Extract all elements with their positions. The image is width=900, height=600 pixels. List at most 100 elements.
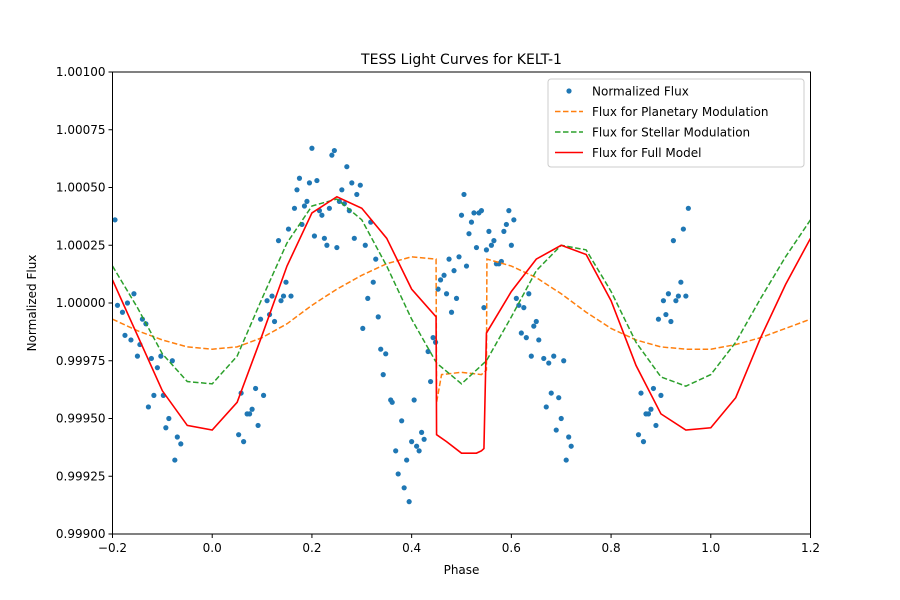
data-point xyxy=(461,191,467,198)
data-point xyxy=(294,187,300,193)
data-point xyxy=(389,399,395,405)
data-point xyxy=(458,212,465,218)
data-point xyxy=(278,298,284,304)
data-point xyxy=(357,182,363,188)
data-point xyxy=(285,226,292,232)
data-point xyxy=(414,443,420,449)
data-point xyxy=(154,365,160,371)
y-tick-label: 1.00050 xyxy=(56,181,106,195)
data-point xyxy=(670,238,676,244)
data-point xyxy=(638,390,644,396)
data-point xyxy=(483,247,490,253)
data-point xyxy=(673,298,679,304)
data-point xyxy=(635,432,642,438)
data-point xyxy=(501,228,507,234)
data-point xyxy=(365,295,371,301)
data-point xyxy=(349,180,355,186)
legend-label: Flux for Full Model xyxy=(592,146,701,160)
data-point xyxy=(443,291,450,297)
data-point xyxy=(383,351,389,357)
data-point xyxy=(521,305,527,311)
series-line-3 xyxy=(112,195,811,454)
data-point xyxy=(430,335,436,341)
data-point xyxy=(655,316,662,322)
data-point xyxy=(275,238,282,244)
data-point xyxy=(488,242,495,248)
data-point xyxy=(373,256,379,262)
data-point xyxy=(640,439,647,445)
data-point xyxy=(441,272,447,278)
x-axis-label: Phase xyxy=(444,563,480,577)
x-tick-label: 0.4 xyxy=(402,541,421,555)
x-tick-label: 0.2 xyxy=(302,541,321,555)
x-tick-label: 0.0 xyxy=(203,541,222,555)
data-point xyxy=(409,439,415,445)
data-point xyxy=(264,298,270,304)
data-point xyxy=(172,457,178,463)
data-point xyxy=(124,300,131,306)
data-point xyxy=(653,422,659,429)
data-point xyxy=(563,457,569,463)
data-point xyxy=(506,208,512,214)
data-point xyxy=(463,263,470,269)
data-point xyxy=(437,277,444,283)
data-point xyxy=(553,427,559,433)
data-point xyxy=(247,411,253,417)
y-tick-label: 1.00100 xyxy=(56,65,106,79)
data-point xyxy=(393,448,399,454)
data-point xyxy=(296,175,303,181)
data-point xyxy=(478,208,485,214)
data-point xyxy=(406,499,412,505)
data-point xyxy=(675,293,681,299)
data-point xyxy=(427,378,434,385)
data-point xyxy=(568,443,574,449)
data-point xyxy=(380,372,386,378)
data-point xyxy=(288,293,294,299)
data-point xyxy=(518,330,524,336)
data-point xyxy=(128,337,134,343)
data-point xyxy=(513,295,519,301)
data-point xyxy=(174,434,180,440)
data-point xyxy=(551,353,557,359)
chart-title: TESS Light Curves for KELT-1 xyxy=(360,52,562,68)
legend-label: Flux for Stellar Modulation xyxy=(592,126,750,140)
data-point xyxy=(401,485,407,491)
legend-box xyxy=(547,78,805,168)
data-point xyxy=(360,325,366,332)
data-point xyxy=(566,434,572,440)
y-tick-label: 1.00075 xyxy=(56,123,106,137)
data-point xyxy=(304,198,310,204)
plot-area xyxy=(112,145,811,505)
data-point xyxy=(663,311,669,318)
data-point xyxy=(314,177,320,184)
data-point xyxy=(326,205,332,211)
data-point xyxy=(236,432,242,438)
data-point xyxy=(351,235,357,241)
data-point xyxy=(558,415,564,422)
y-axis-label: Normalized Flux xyxy=(25,255,39,352)
data-point xyxy=(548,390,554,396)
x-tick-label: −0.2 xyxy=(98,541,127,555)
data-point xyxy=(178,441,184,447)
data-point xyxy=(685,205,691,211)
data-point xyxy=(456,254,462,260)
data-point xyxy=(119,309,126,315)
y-axis-ticks: 0.99900 0.99925 0.99950 0.99975 1.00000 1.000… xyxy=(56,65,113,541)
data-point xyxy=(395,471,401,477)
data-point xyxy=(269,293,275,299)
data-point xyxy=(491,238,497,244)
y-tick-label: 1.00025 xyxy=(56,238,106,252)
data-point xyxy=(271,318,278,325)
data-point xyxy=(648,406,654,412)
data-point xyxy=(344,164,350,170)
data-point xyxy=(280,293,287,299)
data-point xyxy=(498,258,504,265)
data-point xyxy=(668,318,674,325)
data-point xyxy=(481,305,487,311)
data-point xyxy=(255,422,261,429)
data-point xyxy=(134,353,141,359)
data-point xyxy=(291,205,298,211)
y-tick-label: 0.99925 xyxy=(56,469,106,483)
data-point xyxy=(416,448,422,454)
